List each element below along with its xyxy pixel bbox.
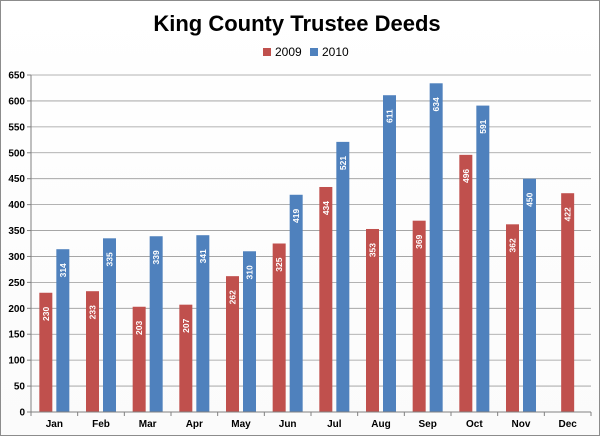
data-label: 207 xyxy=(181,318,191,332)
chart-title: King County Trustee Deeds xyxy=(153,11,440,36)
x-tick-label: Jan xyxy=(46,419,63,430)
y-tick-label: 250 xyxy=(8,278,25,289)
data-label: 419 xyxy=(291,208,301,222)
gridlines xyxy=(31,74,591,387)
bar-2010 xyxy=(103,238,116,412)
data-label: 335 xyxy=(105,252,115,266)
data-label: 634 xyxy=(431,97,441,111)
bar-2009 xyxy=(226,276,239,412)
data-label: 325 xyxy=(274,257,284,271)
y-tick-label: 200 xyxy=(8,304,25,315)
data-label: 450 xyxy=(525,192,535,206)
x-tick-label: Sep xyxy=(418,419,436,430)
bar-2010 xyxy=(523,178,536,412)
bars: 230 314 233 335 203 339 207 341 262 310 325 419 434 5… xyxy=(39,83,575,413)
y-tick-label: 0 xyxy=(19,408,25,419)
y-tick-label: 650 xyxy=(8,71,25,82)
bar-2009 xyxy=(132,306,146,412)
x-tick-label: Nov xyxy=(512,419,531,430)
y-tick-label: 550 xyxy=(8,122,25,133)
data-label: 314 xyxy=(58,263,68,277)
legend: 2009 2010 xyxy=(263,45,349,59)
y-tick-label: 500 xyxy=(8,148,25,159)
bar-2009 xyxy=(319,186,333,412)
bar-2010 xyxy=(383,95,396,412)
bar-2009 xyxy=(86,291,99,412)
y-tick-label: 450 xyxy=(8,174,25,185)
x-tick-label: May xyxy=(231,419,251,430)
bar-2010 xyxy=(429,83,443,413)
data-label: 203 xyxy=(134,320,144,334)
x-tick-label: Aug xyxy=(371,419,390,430)
data-label: 611 xyxy=(385,109,395,123)
data-label: 591 xyxy=(478,119,488,133)
data-label: 310 xyxy=(245,265,255,279)
y-tick-label: 350 xyxy=(8,226,25,237)
x-tick-label: Apr xyxy=(186,419,203,430)
bar-2010 xyxy=(336,141,350,413)
x-tick-label: Jun xyxy=(279,419,297,430)
bar-2009 xyxy=(561,193,575,412)
bar-2010 xyxy=(476,105,490,412)
bar-2009 xyxy=(272,243,286,412)
x-tick-label: Dec xyxy=(558,419,577,430)
bar-2009 xyxy=(459,154,473,412)
bar-2010 xyxy=(289,194,303,412)
legend-swatch-2010 xyxy=(310,48,318,56)
data-label: 434 xyxy=(321,201,331,215)
data-label: 369 xyxy=(414,234,424,248)
x-tick-label: Feb xyxy=(92,419,110,430)
x-tick-label: Jul xyxy=(327,419,342,430)
bar-2010 xyxy=(243,251,256,412)
data-label: 362 xyxy=(508,238,518,252)
data-label: 353 xyxy=(368,243,378,257)
legend-label-2009: 2009 xyxy=(275,45,302,59)
bar-2009 xyxy=(366,228,379,412)
bar-2010 xyxy=(149,236,163,412)
y-tick-label: 50 xyxy=(14,382,26,393)
y-tick-label: 150 xyxy=(8,330,25,341)
data-label: 521 xyxy=(338,156,348,170)
y-tick-label: 300 xyxy=(8,252,25,263)
data-label: 422 xyxy=(563,207,573,221)
bar-2009 xyxy=(412,220,426,412)
bar-2010 xyxy=(196,235,210,412)
data-label: 496 xyxy=(461,169,471,183)
y-tick-label: 100 xyxy=(8,356,25,367)
bar-2010 xyxy=(56,249,70,412)
x-tick-label: Mar xyxy=(139,419,157,430)
bar-2009 xyxy=(39,292,53,412)
y-tick-label: 400 xyxy=(8,200,25,211)
legend-label-2010: 2010 xyxy=(322,45,349,59)
data-label: 339 xyxy=(151,250,161,264)
data-label: 341 xyxy=(198,249,208,263)
axes: 0 50 100 150 200 250 300 350 400 450 500 550 600 650 J… xyxy=(8,71,592,430)
data-label: 230 xyxy=(41,306,51,320)
x-tick-label: Oct xyxy=(466,419,483,430)
y-tick-label: 600 xyxy=(8,96,25,107)
bar-2009 xyxy=(179,304,193,412)
legend-swatch-2009 xyxy=(263,48,271,56)
bar-2009 xyxy=(506,224,519,412)
data-label: 233 xyxy=(88,305,98,319)
data-label: 262 xyxy=(228,290,238,304)
